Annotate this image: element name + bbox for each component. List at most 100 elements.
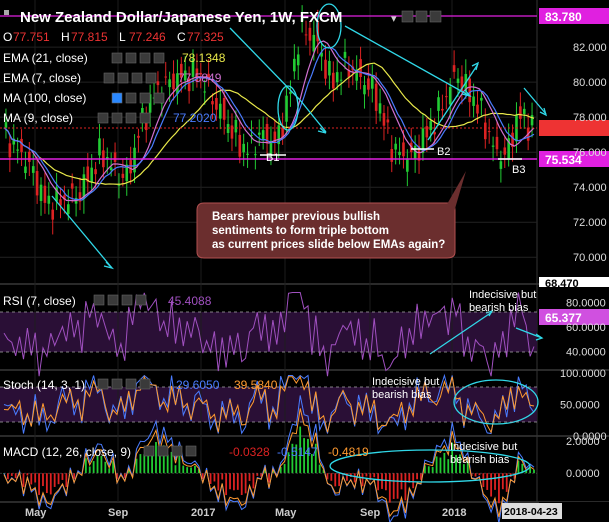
candle-body — [441, 108, 444, 111]
macd-hist-bar — [349, 473, 352, 477]
stoch-d-line — [3, 375, 535, 434]
candle-body — [31, 166, 35, 173]
macd-hist-bar — [14, 473, 17, 479]
ema21-line — [3, 62, 535, 185]
chart-title[interactable]: New Zealand Dollar/Japanese Yen, 1W, FXC… — [20, 9, 342, 26]
macd-hist-bar — [377, 473, 380, 491]
macd-hist-bar — [521, 463, 524, 474]
rsi-label[interactable]: RSI (7, close) — [3, 294, 76, 308]
macd-hist-bar — [322, 469, 325, 474]
candle-body — [180, 63, 183, 78]
macd-hist-bar — [455, 454, 457, 474]
macd-hist-bar — [53, 473, 56, 487]
macd-hist-bar — [517, 460, 520, 474]
macd-hist-bar — [314, 443, 317, 474]
candle-body — [172, 73, 175, 90]
macd-hist-bar — [233, 473, 235, 491]
ma9-label[interactable]: MA (9, close) — [3, 111, 73, 125]
candle-body — [460, 76, 464, 92]
candle-body — [246, 153, 249, 155]
stoch-k-value: 29.6050 — [176, 378, 220, 392]
stoch-k-line — [3, 373, 535, 435]
macd-hist-bar — [295, 444, 298, 474]
candle-body — [421, 128, 425, 153]
candle-body — [480, 97, 483, 101]
ema21-label[interactable]: EMA (21, close) — [3, 51, 88, 65]
macd-hist-bar — [408, 473, 411, 483]
candle-body — [265, 123, 269, 144]
macd-hist-bar — [279, 467, 282, 474]
macd-hist-bar — [170, 451, 173, 474]
macd-hist-bar — [248, 473, 251, 481]
macd-hist-bar — [22, 473, 25, 487]
candle-body — [370, 74, 374, 89]
macd-label[interactable]: MACD (12, 26, close, 9) — [3, 445, 131, 459]
candle-body — [308, 27, 312, 41]
ema7-label[interactable]: EMA (7, close) — [3, 71, 81, 85]
ohlc-value: 77.815 — [71, 30, 108, 44]
macd-hist-bar — [416, 473, 418, 480]
macd-hist-bar — [291, 443, 294, 474]
macd-hist-bar — [529, 467, 532, 474]
candle-body — [129, 160, 132, 174]
title-toolbar[interactable] — [401, 10, 442, 23]
candle-body — [293, 58, 296, 72]
rsi-tick-label: 80.0000 — [566, 297, 606, 309]
candle-body — [398, 151, 401, 156]
macd-hist-bar — [318, 464, 321, 474]
candle-body — [195, 68, 199, 82]
macd-hist-bar — [158, 455, 161, 474]
macd-hist-bar — [303, 438, 305, 474]
candle-body — [495, 136, 499, 150]
candle-body — [4, 122, 8, 128]
candle-body — [328, 60, 331, 76]
stoch-label[interactable]: Stoch (14, 3, 1) — [3, 378, 85, 392]
macd-hist-bar — [252, 473, 255, 489]
macd-hist-bar — [30, 473, 33, 485]
candle-body — [148, 94, 152, 113]
support-price-text: 75.534 — [545, 153, 582, 167]
candle-body — [300, 18, 304, 22]
candle-body — [78, 192, 82, 202]
macd-hist-bar — [123, 473, 126, 478]
macd-hist-value: -0.0328 — [229, 445, 270, 459]
candle-body — [230, 125, 234, 139]
rsi-price-text: 65.377 — [545, 311, 582, 325]
macd-hist-bar — [57, 473, 60, 485]
candle-body — [519, 106, 522, 119]
candle-body — [218, 103, 222, 119]
b1-label: B1 — [266, 152, 279, 164]
macd-hist-bar — [151, 447, 153, 474]
macd-hist-bar — [330, 473, 333, 481]
candle-body — [86, 166, 90, 182]
candle-body — [382, 113, 386, 126]
date-tick-label: Sep — [108, 507, 128, 519]
candle-body — [125, 164, 129, 182]
ohlc-key: L — [119, 30, 126, 44]
candle-body — [156, 81, 160, 86]
candle-body — [343, 51, 347, 58]
ma100-label[interactable]: MA (100, close) — [3, 91, 86, 105]
indicator-toolbars[interactable] — [93, 52, 197, 457]
collapse-icon[interactable] — [4, 10, 9, 15]
support-price-tag — [539, 151, 609, 167]
candle-body — [133, 147, 136, 173]
candle-body — [28, 151, 31, 162]
candle-body — [117, 184, 121, 186]
candle-body — [296, 54, 300, 66]
title-dropdown-icon[interactable]: ▾ — [391, 13, 397, 25]
macd-hist-bar — [486, 473, 489, 490]
macd-hist-bar — [435, 456, 438, 474]
macd-hist-bar — [84, 458, 87, 474]
macd-hist-bar — [326, 473, 329, 480]
stoch-tick-label: 0.0000 — [573, 431, 607, 443]
candle-body — [59, 199, 62, 206]
candle-body — [20, 138, 23, 152]
macd-hist-bar — [264, 468, 267, 474]
candle-body — [82, 174, 86, 199]
macd-hist-bar — [162, 445, 165, 474]
candlestick-series — [4, 5, 534, 235]
macd-hist-bar — [213, 473, 216, 482]
candle-body — [109, 167, 113, 171]
